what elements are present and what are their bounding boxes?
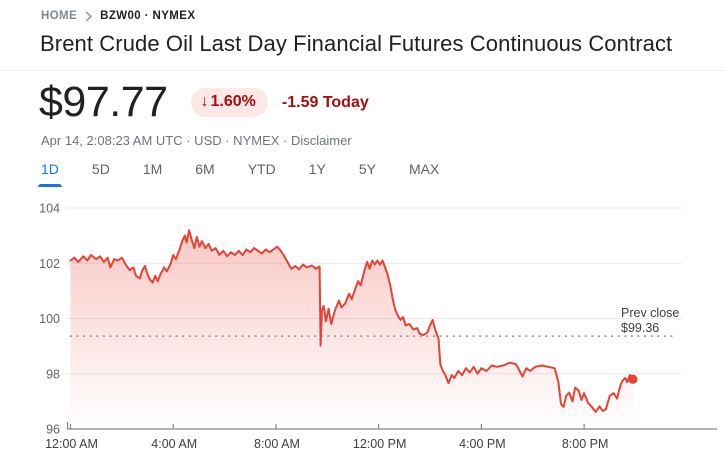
percent-change-value: 1.60% bbox=[210, 93, 256, 110]
breadcrumb-home-link[interactable]: HOME bbox=[41, 10, 78, 22]
y-axis-label-100: 100 bbox=[39, 312, 60, 326]
tab-6m[interactable]: 6M bbox=[195, 161, 215, 177]
tab-5d[interactable]: 5D bbox=[91, 161, 110, 177]
tab-1y[interactable]: 1Y bbox=[308, 161, 326, 177]
prev-close-label: Prev close bbox=[621, 306, 679, 320]
tab-1d[interactable]: 1D bbox=[38, 161, 62, 187]
absolute-change: -1.59 Today bbox=[281, 93, 369, 111]
y-axis-label-98: 98 bbox=[46, 367, 60, 381]
price-line bbox=[69, 229, 634, 413]
x-axis-label: 4:00 PM bbox=[459, 437, 506, 451]
disclaimer-link[interactable]: Disclaimer bbox=[290, 133, 352, 148]
quote-meta: Apr 14, 2:08:23 AM UTC · USD · NYMEX · D… bbox=[41, 133, 726, 148]
chevron-right-icon bbox=[85, 10, 93, 22]
quote-meta-text: Apr 14, 2:08:23 AM UTC · USD · NYMEX · bbox=[41, 133, 291, 148]
x-axis-label: 4:00 AM bbox=[151, 437, 197, 451]
y-axis-label-96: 96 bbox=[46, 423, 60, 437]
tab-ytd[interactable]: YTD bbox=[247, 161, 276, 177]
y-axis-label-104: 104 bbox=[39, 202, 60, 216]
time-range-tabs: 1D 5D 1M 6M YTD 1Y 5Y MAX bbox=[38, 161, 726, 187]
x-axis-label: 8:00 AM bbox=[254, 437, 300, 451]
prev-close-value: $99.36 bbox=[621, 321, 659, 335]
down-arrow-icon: ↓ bbox=[200, 93, 209, 110]
y-axis-label-102: 102 bbox=[39, 257, 60, 271]
percent-change-badge: ↓ 1.60% bbox=[190, 88, 268, 117]
page-title: Brent Crude Oil Last Day Financial Futur… bbox=[40, 31, 673, 56]
quote-row: $97.77 ↓ 1.60% -1.59 Today bbox=[39, 81, 726, 124]
x-axis-label: 12:00 AM bbox=[45, 437, 98, 451]
breadcrumb: HOME BZW00 · NYMEX bbox=[0, 0, 726, 22]
tab-max[interactable]: MAX bbox=[408, 161, 440, 177]
area-fill bbox=[70, 230, 633, 429]
header-divider bbox=[0, 70, 726, 71]
current-price-dot bbox=[628, 374, 638, 384]
chart-area[interactable]: 104 102 100 98 96 12:00 AM 4:00 AM 8:00 AM 12:00… bbox=[0, 190, 726, 472]
current-price: $97.77 bbox=[39, 78, 168, 126]
tab-5y[interactable]: 5Y bbox=[358, 161, 376, 177]
breadcrumb-symbol: BZW00 · NYMEX bbox=[100, 10, 196, 22]
x-axis-label: 8:00 PM bbox=[562, 437, 609, 451]
tab-1m[interactable]: 1M bbox=[142, 161, 163, 177]
x-axis-label: 12:00 PM bbox=[353, 437, 407, 451]
